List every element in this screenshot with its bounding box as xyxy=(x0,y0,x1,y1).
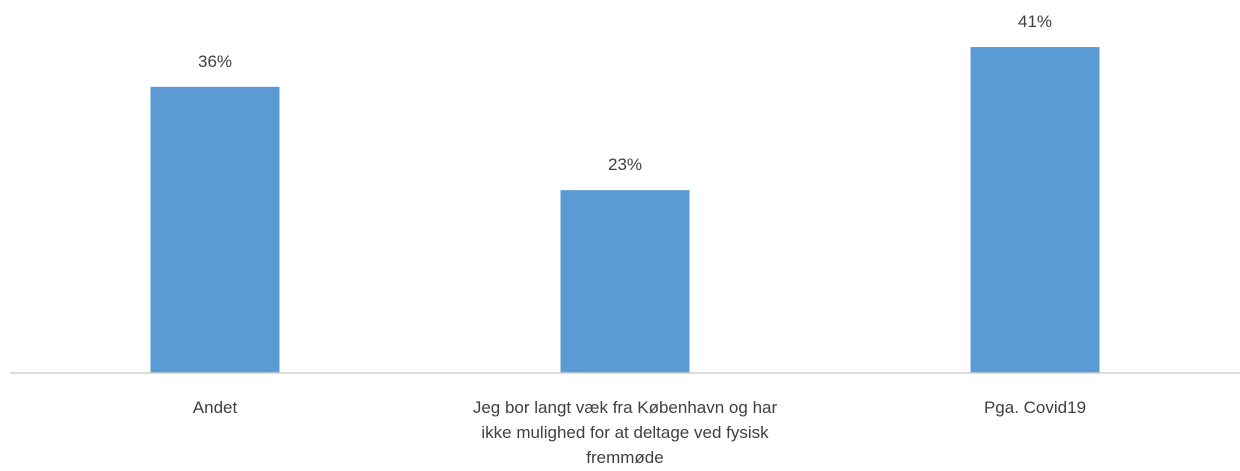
bars-layer xyxy=(150,47,1100,374)
x-tick-label-1: Andet xyxy=(193,398,238,417)
data-label-2: 23% xyxy=(608,155,642,174)
x-tick-label-line: Andet xyxy=(193,398,238,417)
x-tick-label-line: fremmøde xyxy=(586,448,663,467)
data-label-1: 36% xyxy=(198,52,232,71)
data-label-3: 41% xyxy=(1018,12,1052,31)
data-labels-layer: 36% 23% 41% xyxy=(198,12,1052,174)
x-tick-label-line: Pga. Covid19 xyxy=(984,398,1086,417)
x-tick-label-line: ikke mulighed for at deltage ved fysisk xyxy=(481,423,769,442)
x-tick-labels-layer: Andet Jeg bor langt væk fra København og … xyxy=(193,398,1086,467)
bar-3 xyxy=(970,47,1100,374)
bar-1 xyxy=(150,86,280,374)
x-tick-label-3: Pga. Covid19 xyxy=(984,398,1086,417)
x-tick-label-2: Jeg bor langt væk fra København og har ik… xyxy=(473,398,778,467)
x-tick-label-line: Jeg bor langt væk fra København og har xyxy=(473,398,778,417)
bar-2 xyxy=(560,190,690,373)
